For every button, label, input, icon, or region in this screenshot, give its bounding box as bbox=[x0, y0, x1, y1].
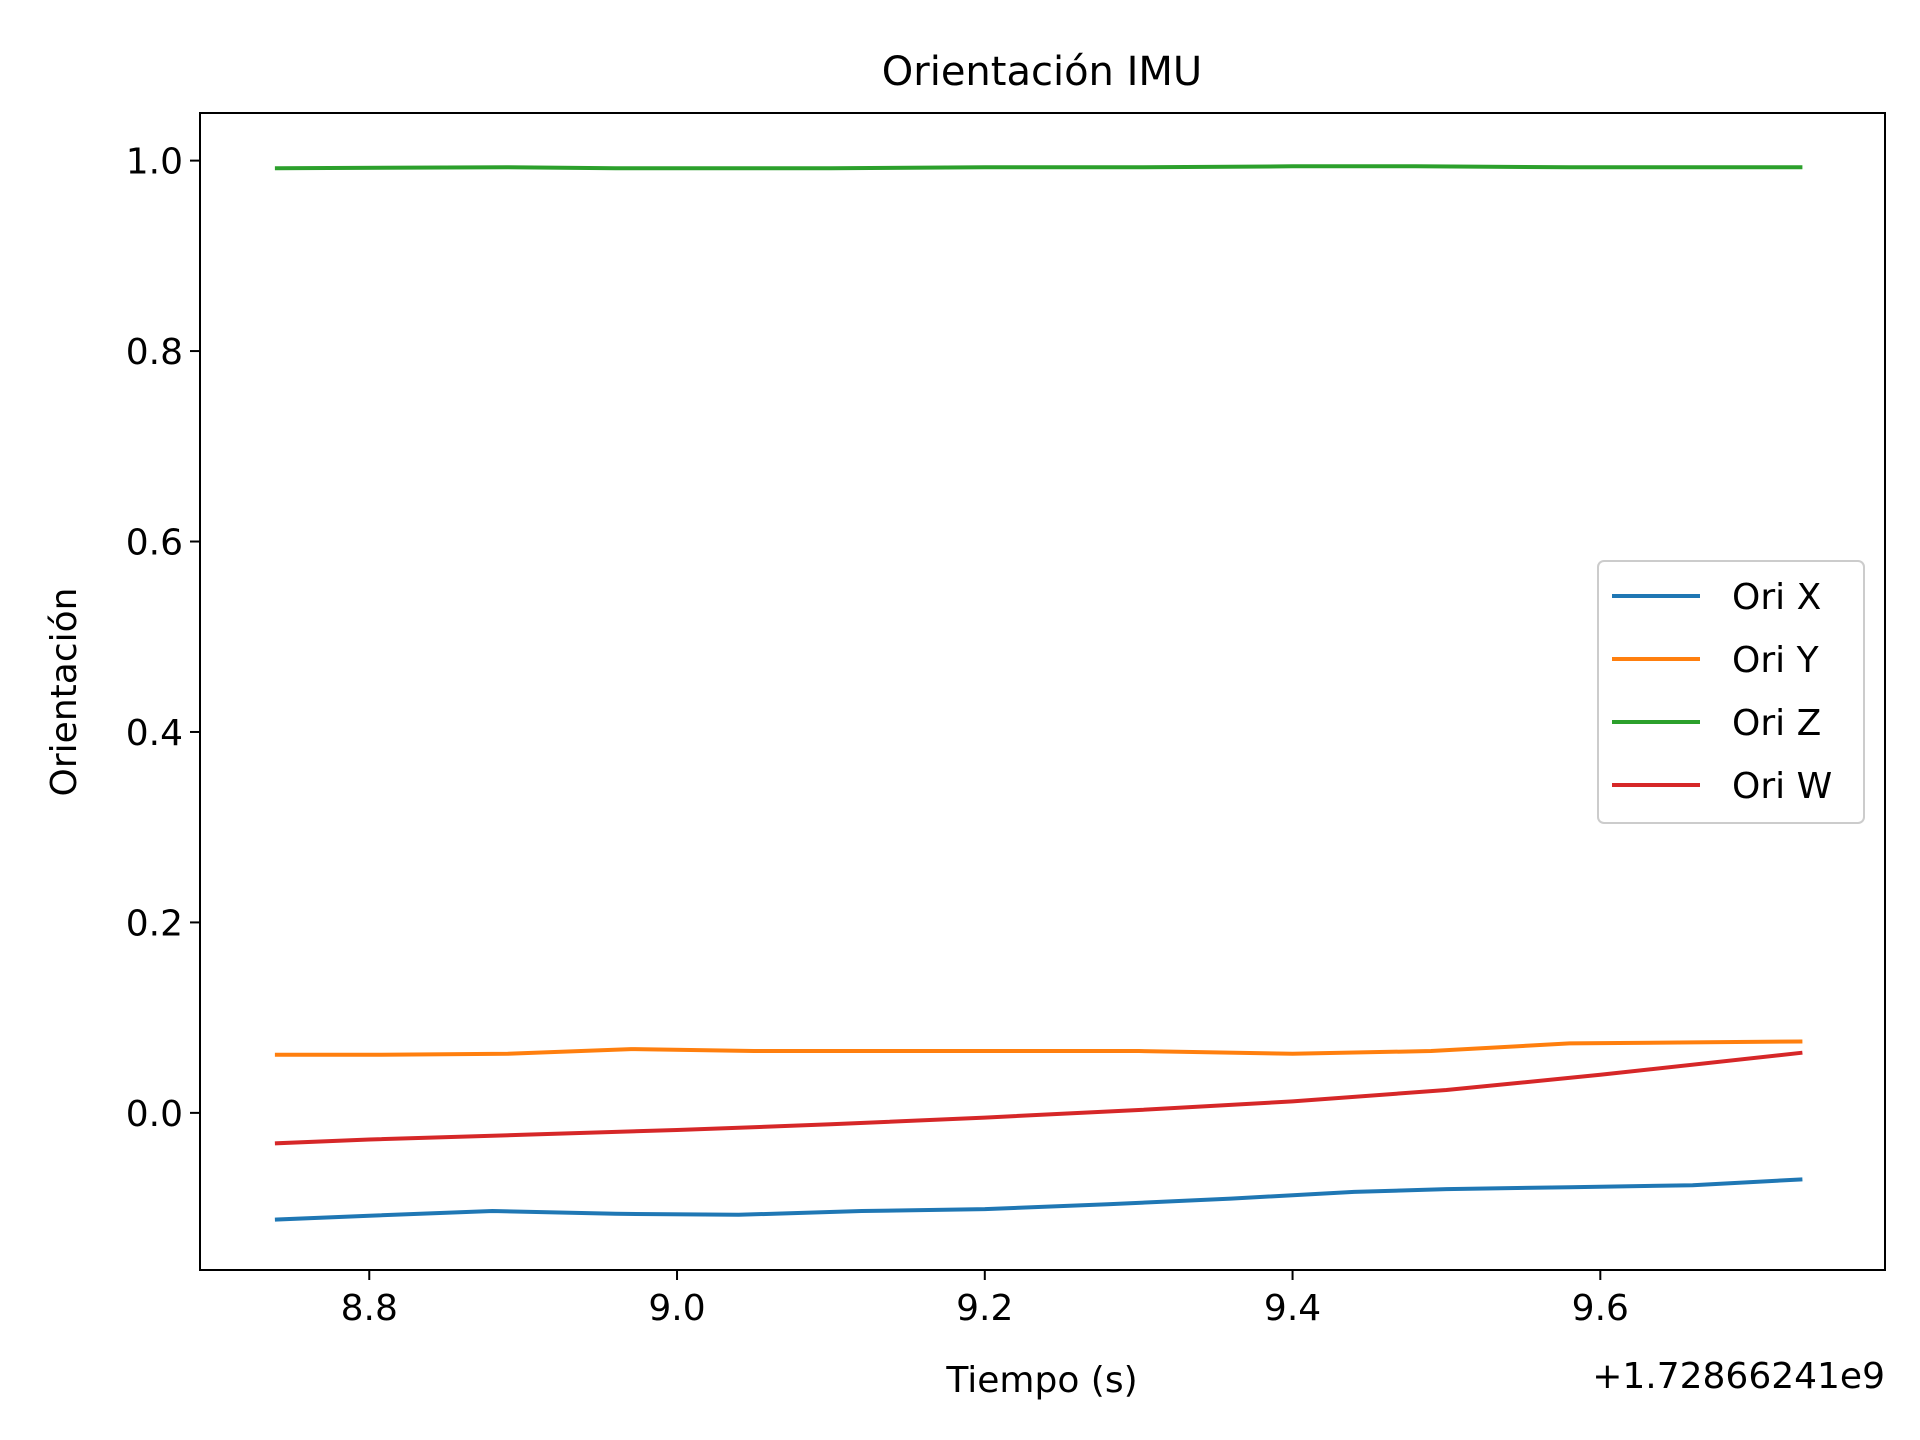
x-axis-offset-label: +1.72866241e9 bbox=[1592, 1356, 1885, 1397]
legend-label-ori-w: Ori W bbox=[1732, 766, 1832, 807]
x-tick-label: 9.0 bbox=[648, 1288, 705, 1329]
legend-label-ori-y: Ori Y bbox=[1732, 640, 1820, 681]
x-axis-ticks: 8.8 9.0 9.2 9.4 9.6 bbox=[341, 1270, 1629, 1329]
x-tick-label: 9.6 bbox=[1572, 1288, 1629, 1329]
series-line-ori-w bbox=[274, 1050, 1803, 1146]
chart-title: Orientación IMU bbox=[882, 49, 1202, 95]
series-layer bbox=[274, 164, 1803, 1222]
y-tick-label: 1.0 bbox=[126, 142, 183, 183]
y-tick-label: 0.0 bbox=[126, 1094, 183, 1135]
legend-entries: Ori X Ori Y Ori Z Ori W bbox=[1612, 577, 1832, 807]
x-tick-label: 9.2 bbox=[956, 1288, 1013, 1329]
x-axis-label: Tiempo (s) bbox=[945, 1360, 1137, 1401]
legend: Ori X Ori Y Ori Z Ori W bbox=[1597, 560, 1865, 824]
y-tick-label: 0.4 bbox=[126, 713, 183, 754]
legend-label-ori-x: Ori X bbox=[1732, 577, 1821, 618]
x-tick-label: 9.4 bbox=[1264, 1288, 1321, 1329]
series-line-ori-y bbox=[274, 1039, 1803, 1057]
series-line-ori-x bbox=[274, 1177, 1803, 1222]
x-tick-label: 8.8 bbox=[341, 1288, 398, 1329]
y-axis-ticks: 0.0 0.2 0.4 0.6 0.8 1.0 bbox=[126, 142, 200, 1135]
y-tick-label: 0.2 bbox=[126, 903, 183, 944]
y-tick-label: 0.6 bbox=[126, 523, 183, 564]
legend-label-ori-z: Ori Z bbox=[1732, 703, 1821, 744]
y-axis-label: Orientación bbox=[44, 588, 85, 797]
y-tick-label: 0.8 bbox=[126, 332, 183, 373]
axes-frame bbox=[199, 112, 1886, 1271]
legend-box bbox=[1597, 560, 1865, 824]
series-line-ori-z bbox=[274, 164, 1803, 171]
